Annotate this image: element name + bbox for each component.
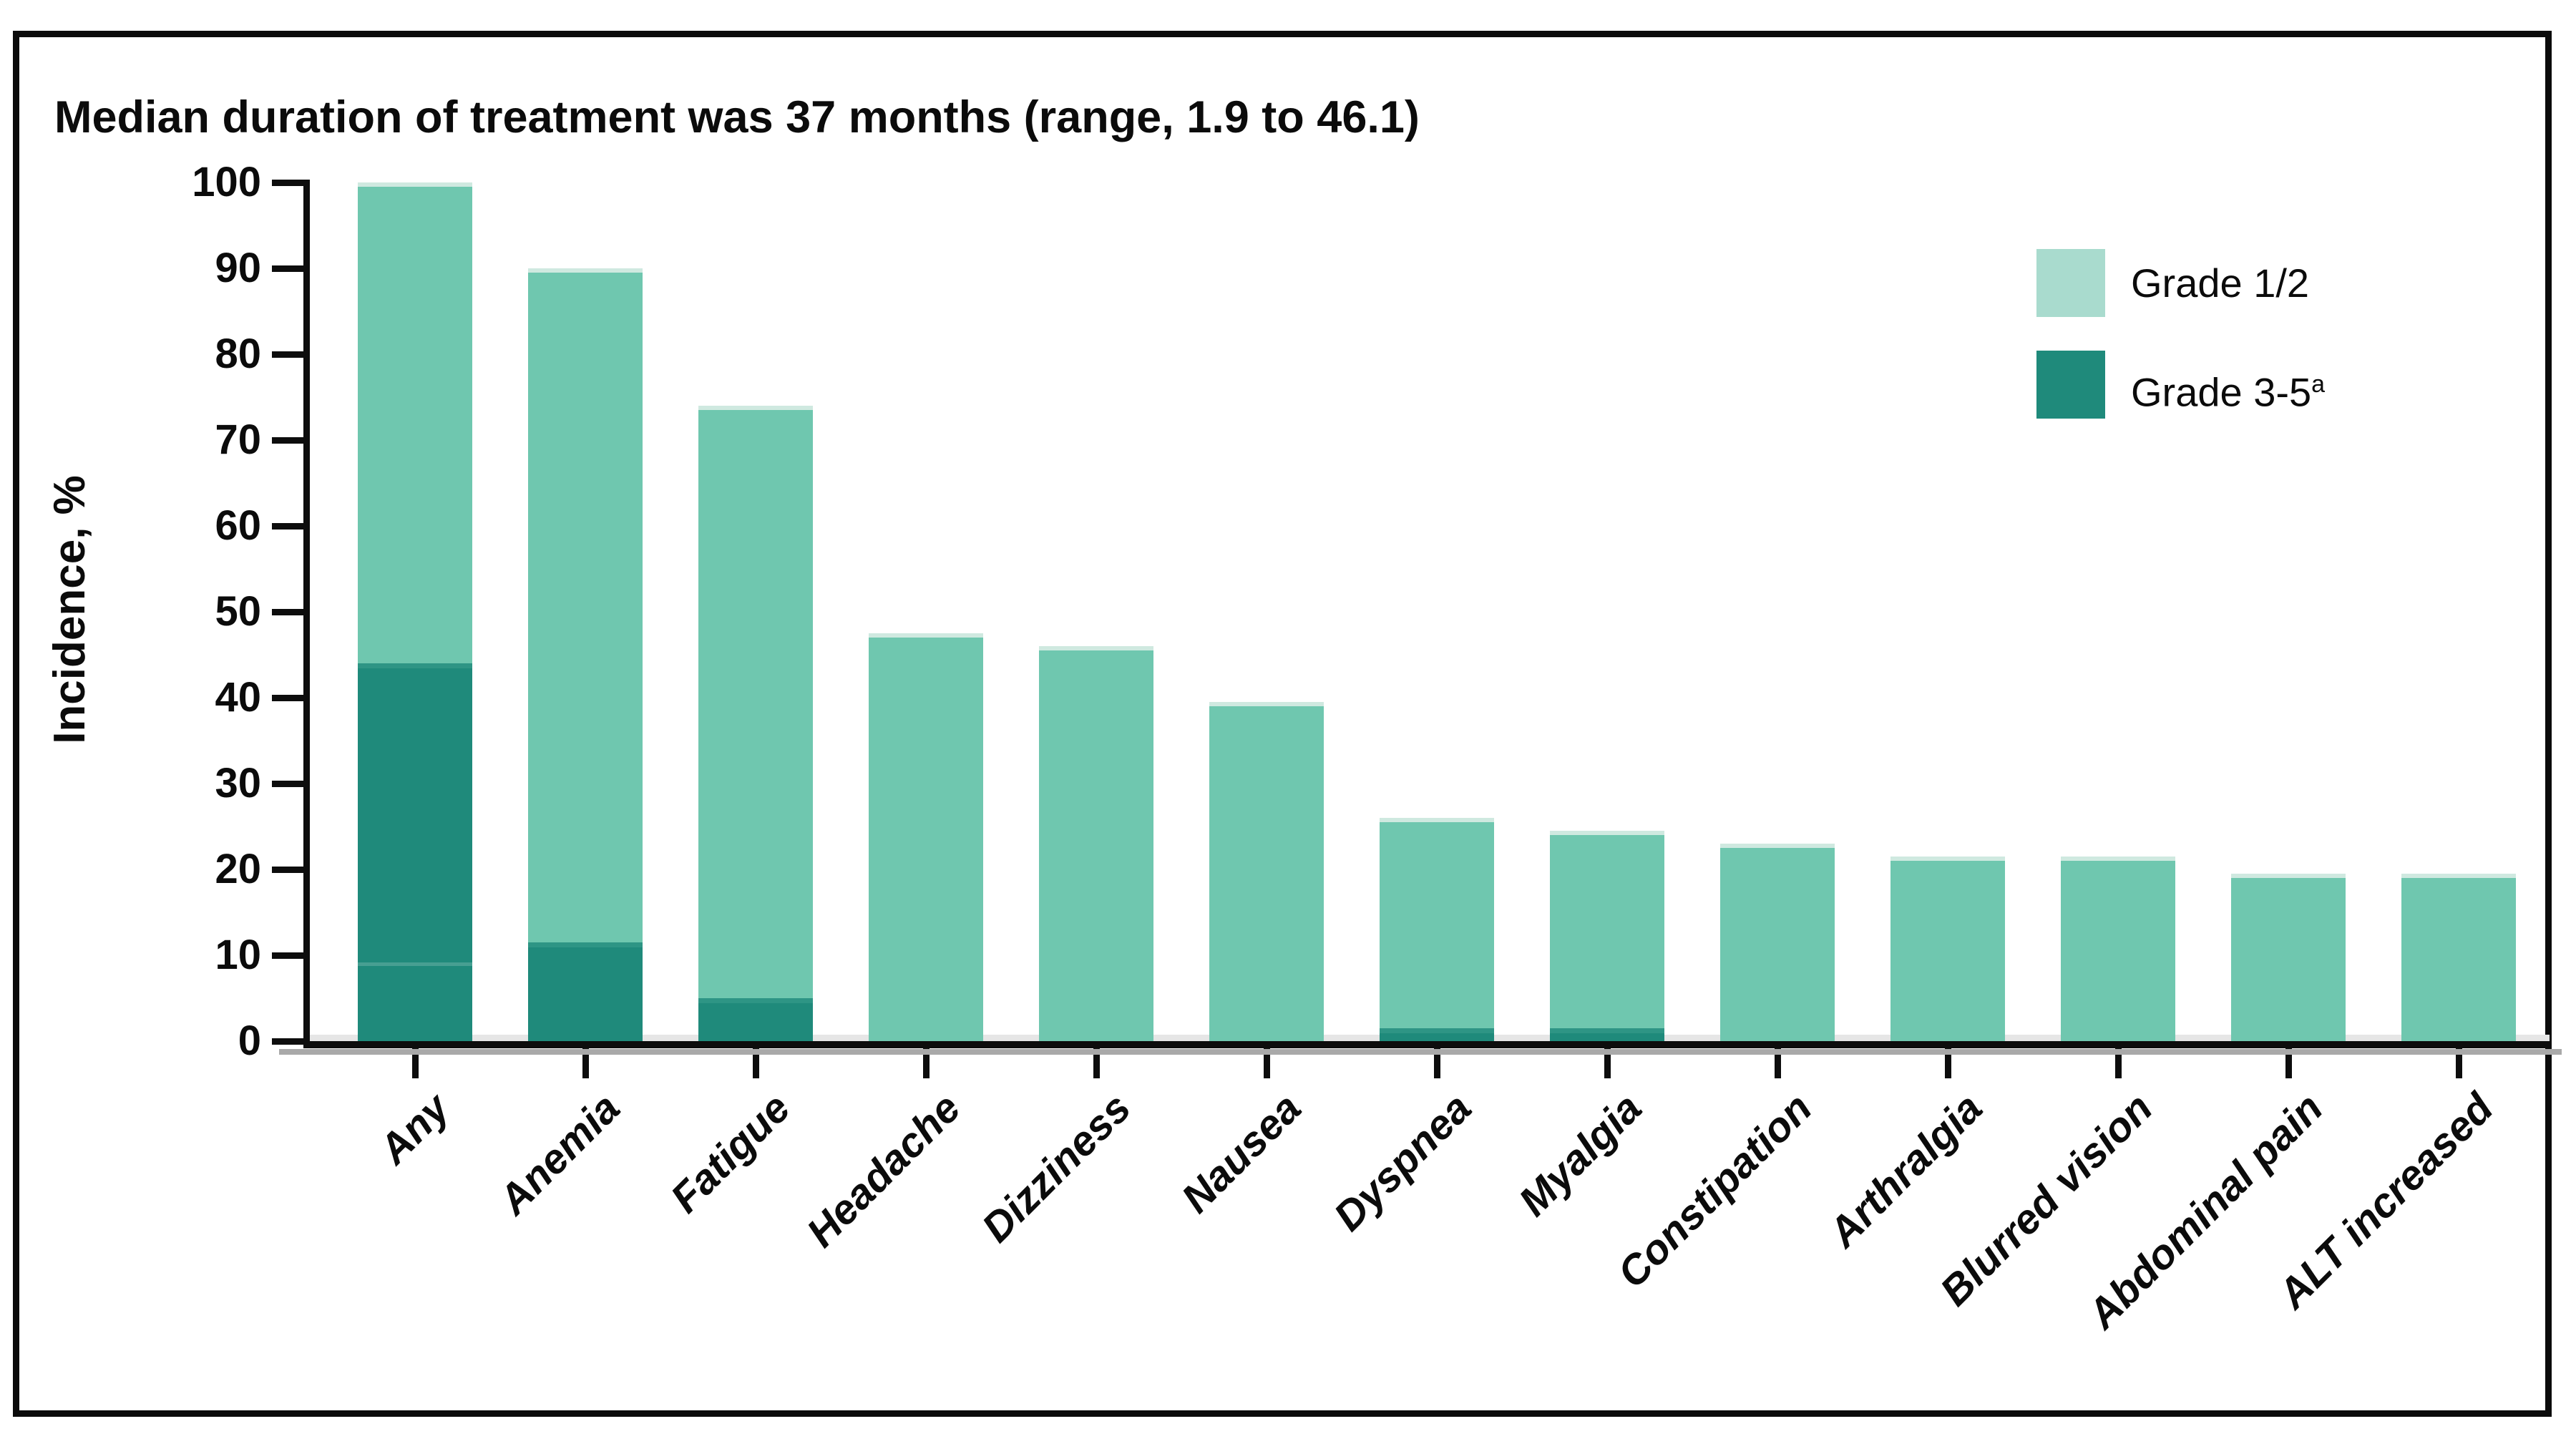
bar-fatigue-grade-1-2 <box>698 406 813 998</box>
bar-any-grade-3-5 <box>358 663 472 1041</box>
y-tick <box>272 437 303 444</box>
y-tick-label: 60 <box>215 502 261 549</box>
x-tick <box>582 1048 589 1078</box>
bar-anemia-grade-1-2 <box>528 268 643 942</box>
y-tick <box>272 609 303 615</box>
bar-fatigue-grade-3-5 <box>698 998 813 1041</box>
x-axis-shadow-line <box>279 1049 2562 1055</box>
x-tick <box>753 1048 759 1078</box>
y-tick <box>272 695 303 701</box>
y-tick <box>272 952 303 959</box>
y-tick <box>272 781 303 787</box>
legend-swatch-grade-1-2 <box>2036 249 2105 317</box>
y-tick <box>272 351 303 358</box>
bar-nausea-grade-1-2 <box>1209 702 1324 1041</box>
y-tick <box>272 180 303 186</box>
x-tick <box>2115 1048 2122 1078</box>
bar-myalgia-grade-3-5 <box>1550 1028 1664 1041</box>
x-tick <box>2456 1048 2462 1078</box>
y-tick-label: 100 <box>192 159 261 205</box>
bar-blurred-vision-grade-1-2 <box>2061 857 2175 1041</box>
x-tick <box>923 1048 930 1078</box>
bar-constipation-grade-1-2 <box>1720 844 1835 1041</box>
x-tick <box>1604 1048 1611 1078</box>
bar-abdominal-pain-grade-1-2 <box>2231 874 2346 1041</box>
x-tick <box>1945 1048 1951 1078</box>
bar-dyspnea-grade-3-5 <box>1380 1028 1494 1041</box>
y-tick <box>272 867 303 873</box>
bar-headache-grade-1-2 <box>869 633 983 1041</box>
y-axis-line <box>303 180 310 1047</box>
y-tick-label: 30 <box>215 760 261 806</box>
x-tick <box>2285 1048 2292 1078</box>
legend-label-grade-1-2: Grade 1/2 <box>2131 260 2310 306</box>
y-tick-label: 70 <box>215 416 261 463</box>
x-tick <box>1775 1048 1781 1078</box>
bar-anemia-grade-3-5 <box>528 942 643 1041</box>
x-tick <box>1264 1048 1270 1078</box>
bar-myalgia-grade-1-2 <box>1550 831 1664 1028</box>
legend-label-grade-3-5: Grade 3-5a <box>2131 369 2326 415</box>
y-tick-label: 50 <box>215 588 261 635</box>
y-tick <box>272 523 303 530</box>
x-axis-line <box>303 1041 2551 1048</box>
bar-any-grade-1-2 <box>358 182 472 663</box>
x-tick <box>1434 1048 1440 1078</box>
bar-dizziness-grade-1-2 <box>1039 646 1153 1041</box>
y-tick-label: 40 <box>215 674 261 721</box>
y-tick-label: 0 <box>238 1018 261 1064</box>
y-tick-label: 20 <box>215 846 261 892</box>
y-tick <box>272 1038 303 1045</box>
y-tick-label: 80 <box>215 331 261 377</box>
x-tick <box>412 1048 419 1078</box>
y-tick <box>272 265 303 272</box>
y-axis-title: Incidence, % <box>45 475 94 744</box>
bar-any-inner-segment-line <box>358 962 472 966</box>
chart-title: Median duration of treatment was 37 mont… <box>54 92 1420 142</box>
x-tick <box>1093 1048 1100 1078</box>
legend-swatch-grade-3-5 <box>2036 351 2105 419</box>
bar-arthralgia-grade-1-2 <box>1890 857 2005 1041</box>
bar-dyspnea-grade-1-2 <box>1380 818 1494 1028</box>
y-tick-label: 10 <box>215 932 261 978</box>
y-tick-label: 90 <box>215 245 261 291</box>
bar-alt-increased-grade-1-2 <box>2401 874 2516 1041</box>
legend-label-superscript: a <box>2311 371 2326 398</box>
